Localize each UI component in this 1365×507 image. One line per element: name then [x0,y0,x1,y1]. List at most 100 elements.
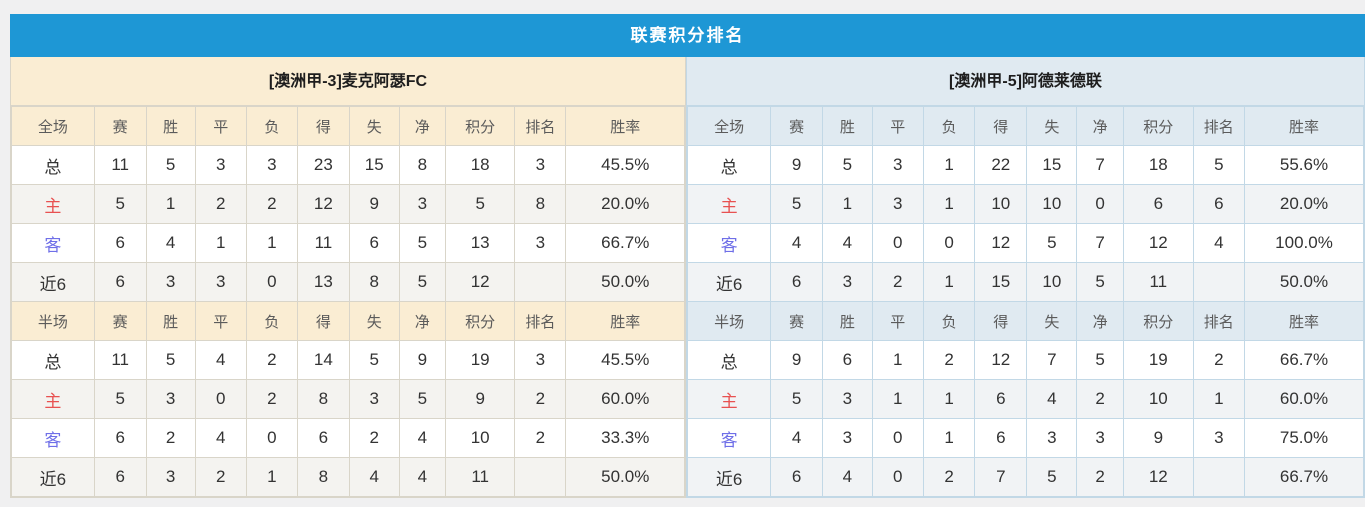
stat-cell: 3 [871,184,924,224]
rank-cell: 4 [1192,223,1245,263]
win-rate-cell: 60.0% [1243,379,1365,419]
header-cell-stat: 赛 [770,106,824,146]
stat-cell: 7 [1076,223,1124,263]
stats-row-recent: 近6 6 3 2 1 8 4 4 11 50.0% [11,457,685,497]
stat-cell: 8 [296,457,350,497]
points-cell: 10 [445,418,516,458]
league-standings-panel: 联赛积分排名 [澳洲甲-3]麦克阿瑟FC 全场赛胜平负得失净积分 排名 胜率总 11 5… [10,14,1365,498]
win-rate-cell: 50.0% [1243,262,1365,302]
team-section-right: [澳洲甲-5]阿德莱德联 全场赛胜平负得失净积分 排名 胜率总 9 5 3 1 22 15 7 18… [686,57,1365,498]
stat-cell: 2 [348,418,400,458]
points-cell: 12 [445,262,516,302]
row-label-away: 客 [11,223,95,263]
stat-cell: 1 [922,145,976,185]
stat-cell: 3 [145,379,196,419]
rank-cell: 3 [1192,418,1245,458]
stat-cell: 10 [1026,184,1078,224]
stats-row-away: 客 4 3 0 1 6 3 3 9 3 75.0% [686,418,1365,458]
stat-cell: 1 [822,184,873,224]
header-cell-stat: 胜 [822,301,873,341]
stat-cell: 3 [245,145,298,185]
stat-cell: 2 [1076,379,1124,419]
stat-cell: 0 [871,457,924,497]
stat-cell: 5 [145,145,196,185]
stat-cell: 3 [1026,418,1078,458]
row-label-away: 客 [11,418,95,458]
teams-row: [澳洲甲-3]麦克阿瑟FC 全场赛胜平负得失净积分 排名 胜率总 11 5 3 3 23 15 8… [10,57,1365,498]
stat-cell: 5 [93,184,147,224]
stat-cell: 5 [1076,340,1124,380]
win-rate-cell: 66.7% [565,223,685,263]
stat-cell: 5 [770,379,824,419]
stat-cell: 9 [770,340,824,380]
stat-cell: 4 [145,223,196,263]
win-rate-cell: 50.0% [565,262,685,302]
column-header-row-full: 全场赛胜平负得失净积分 排名 胜率 [11,106,685,146]
row-label-away: 客 [686,418,772,458]
win-rate-cell: 60.0% [565,379,685,419]
stat-cell: 4 [770,223,824,263]
stat-cell: 3 [871,145,924,185]
header-cell-scope: 全场 [11,106,95,146]
win-rate-cell: 33.3% [565,418,685,458]
stat-cell: 3 [145,457,196,497]
row-label-total: 总 [11,145,95,185]
header-cell-stat: 得 [296,301,350,341]
rank-cell [1192,457,1245,497]
rank-cell [514,262,567,302]
header-cell-stat: 胜率 [565,301,685,341]
stat-cell: 22 [974,145,1028,185]
stat-cell: 1 [922,418,976,458]
stat-cell: 2 [145,418,196,458]
stat-cell: 2 [245,340,298,380]
rank-cell: 2 [514,379,567,419]
points-cell: 18 [1122,145,1194,185]
stats-row-total: 总 9 6 1 2 12 7 5 19 2 66.7% [686,340,1365,380]
header-cell-stat: 负 [245,301,298,341]
rank-cell: 5 [1192,145,1245,185]
stat-cell: 5 [1026,457,1078,497]
column-header-row-half: 半场赛胜平负得失净积分 排名 胜率 [686,301,1365,341]
stat-cell: 6 [348,223,400,263]
stat-cell: 15 [348,145,400,185]
stats-row-away: 客 6 4 1 1 11 6 5 13 3 66.7% [11,223,685,263]
stats-table-right: 全场赛胜平负得失净积分 排名 胜率总 9 5 3 1 22 15 7 18 5 55.6% 主 5 1 3 1 10… [686,106,1365,497]
stat-cell: 2 [922,457,976,497]
row-label-home: 主 [11,379,95,419]
row-label-home: 主 [686,379,772,419]
stats-row-total: 总 11 5 3 3 23 15 8 18 3 45.5% [11,145,685,185]
stat-cell: 4 [194,340,247,380]
header-cell-stat: 净 [1076,301,1124,341]
stat-cell: 6 [93,457,147,497]
stat-cell: 5 [398,262,447,302]
stat-cell: 9 [398,340,447,380]
stat-cell: 1 [871,340,924,380]
stat-cell: 5 [822,145,873,185]
header-cell-stat: 净 [398,106,447,146]
header-cell-stat: 积分 [445,106,516,146]
row-label-recent: 近6 [11,262,95,302]
stat-cell: 6 [296,418,350,458]
header-cell-stat: 平 [871,301,924,341]
win-rate-cell: 50.0% [565,457,685,497]
header-cell-stat: 平 [871,106,924,146]
win-rate-cell: 20.0% [1243,184,1365,224]
stat-cell: 6 [770,262,824,302]
rank-cell: 2 [1192,340,1245,380]
stat-cell: 0 [194,379,247,419]
header-cell-scope: 全场 [686,106,772,146]
points-cell: 9 [445,379,516,419]
stat-cell: 6 [822,340,873,380]
stat-cell: 6 [93,223,147,263]
header-cell-stat: 积分 [445,301,516,341]
stat-cell: 2 [871,262,924,302]
team-name-right: [澳洲甲-5]阿德莱德联 [687,57,1364,106]
stat-cell: 2 [922,340,976,380]
stat-cell: 5 [348,340,400,380]
stat-cell: 3 [348,379,400,419]
header-cell-stat: 得 [296,106,350,146]
win-rate-cell: 66.7% [1243,457,1365,497]
stat-cell: 2 [194,184,247,224]
stat-cell: 9 [770,145,824,185]
stat-cell: 6 [770,457,824,497]
